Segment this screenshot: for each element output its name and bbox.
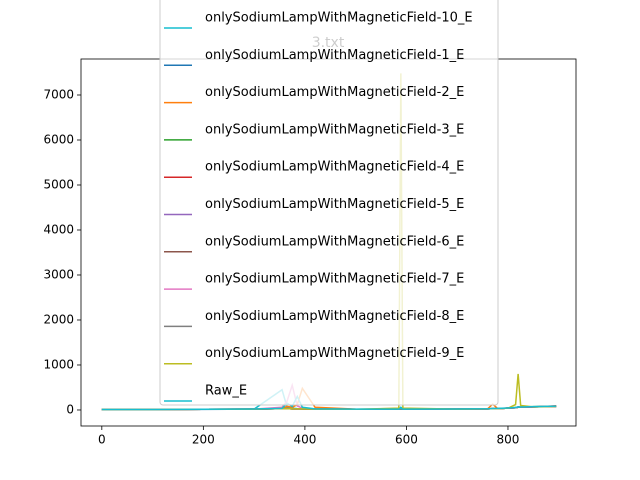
- y-tick-label: 7000: [43, 87, 74, 101]
- legend-label: onlySodiumLampWithMagneticField-3_E: [205, 122, 464, 137]
- y-tick-label: 5000: [43, 177, 74, 191]
- legend-label: onlySodiumLampWithMagneticField-6_E: [205, 234, 464, 249]
- legend-label: onlySodiumLampWithMagneticField-10_E: [205, 11, 473, 26]
- legend-label: onlySodiumLampWithMagneticField-2_E: [205, 85, 464, 100]
- x-tick-label: 0: [98, 433, 106, 447]
- legend-label: onlySodiumLampWithMagneticField-1_E: [205, 48, 464, 63]
- legend-label: onlySodiumLampWithMagneticField-9_E: [205, 346, 464, 361]
- x-tick-label: 600: [395, 433, 418, 447]
- y-tick-label: 3000: [43, 267, 74, 281]
- series-line: [101, 394, 557, 411]
- legend-label: onlySodiumLampWithMagneticField-8_E: [205, 309, 464, 324]
- x-tick-label: 400: [293, 433, 316, 447]
- legend-label: onlySodiumLampWithMagneticField-4_E: [205, 160, 464, 175]
- legend-label: Raw_E: [205, 384, 247, 399]
- y-tick-label: 2000: [43, 312, 74, 326]
- y-tick-label: 6000: [43, 132, 74, 146]
- legend-label: onlySodiumLampWithMagneticField-5_E: [205, 197, 464, 212]
- y-tick-label: 1000: [43, 357, 74, 371]
- y-tick-label: 4000: [43, 222, 74, 236]
- x-tick-label: 800: [497, 433, 520, 447]
- axes: 0 200 400 600 800 0 1000 2000 3000 4000 5000 6000 70…: [43, 87, 519, 446]
- legend: onlySodiumLampWithMagneticField-10_Eonly…: [159, 0, 499, 406]
- y-tick-label: 0: [66, 402, 74, 416]
- x-tick-label: 200: [192, 433, 215, 447]
- legend-label: onlySodiumLampWithMagneticField-7_E: [205, 272, 464, 287]
- legend-box: [159, 0, 499, 406]
